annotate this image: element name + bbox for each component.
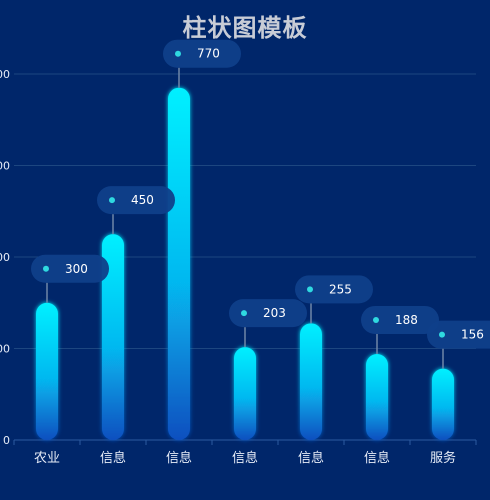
bar[interactable] bbox=[234, 347, 256, 440]
data-label: 203 bbox=[263, 306, 286, 320]
bar[interactable] bbox=[36, 302, 58, 440]
value-label-dot bbox=[373, 316, 379, 323]
value-label-dot bbox=[43, 265, 49, 272]
value-label-bg bbox=[31, 254, 109, 283]
value-label-bg bbox=[229, 299, 307, 328]
bar[interactable] bbox=[300, 323, 322, 440]
value-label-bg bbox=[97, 186, 175, 215]
data-label: 156 bbox=[461, 328, 484, 342]
x-tick-label: 信息 bbox=[298, 450, 324, 466]
y-tick-label: 600 bbox=[0, 160, 10, 173]
y-tick-label: 800 bbox=[0, 68, 10, 81]
y-tick-label: 0 bbox=[3, 434, 10, 447]
x-tick-label: 农业 bbox=[34, 451, 60, 466]
bar[interactable] bbox=[102, 234, 124, 440]
value-label-dot bbox=[109, 197, 115, 204]
data-label: 450 bbox=[131, 193, 154, 207]
x-tick-label: 服务 bbox=[430, 450, 456, 466]
value-label-bg bbox=[295, 275, 373, 304]
value-label-dot bbox=[439, 331, 445, 338]
data-label: 188 bbox=[395, 313, 418, 327]
value-label-dot bbox=[175, 50, 181, 57]
chart-title: 柱状图模板 bbox=[182, 14, 308, 42]
value-label-bg bbox=[361, 305, 439, 334]
data-label: 770 bbox=[197, 47, 220, 61]
x-tick-label: 信息 bbox=[100, 450, 126, 466]
bar[interactable] bbox=[168, 87, 190, 440]
x-tick-label: 信息 bbox=[364, 450, 390, 466]
value-label-bg bbox=[427, 320, 490, 349]
value-label-dot bbox=[307, 286, 313, 293]
bar[interactable] bbox=[432, 368, 454, 440]
x-tick-label: 信息 bbox=[166, 450, 192, 466]
y-tick-label: 400 bbox=[0, 251, 10, 264]
data-label: 300 bbox=[65, 262, 88, 276]
bar[interactable] bbox=[366, 353, 388, 440]
value-label-bg bbox=[163, 39, 241, 68]
y-tick-label: 200 bbox=[0, 343, 10, 356]
x-tick-label: 信息 bbox=[232, 450, 258, 466]
data-label: 255 bbox=[329, 282, 352, 296]
value-label-dot bbox=[241, 310, 247, 317]
